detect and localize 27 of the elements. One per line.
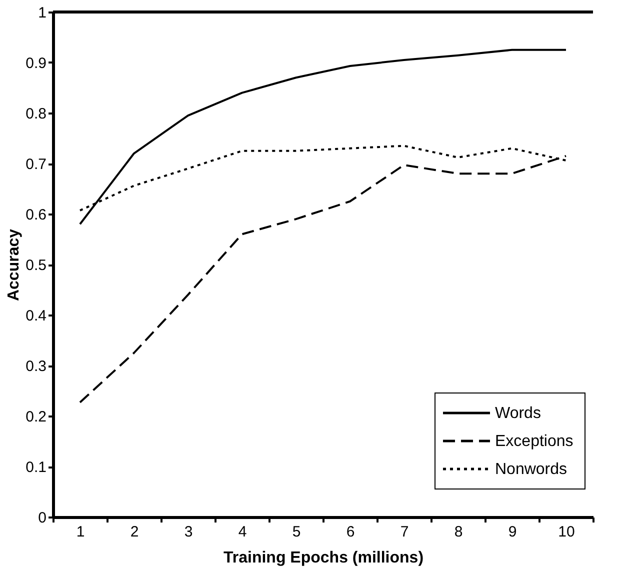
- legend-label: Exceptions: [495, 433, 574, 450]
- x-tick-label: 8: [454, 524, 463, 540]
- legend-label: Nonwords: [495, 461, 568, 478]
- y-axis-title: Accuracy: [6, 228, 23, 302]
- y-tick-label: 1: [38, 4, 46, 22]
- y-tick-label: 0.7: [26, 156, 46, 173]
- legend-label: Words: [495, 405, 541, 422]
- y-tick-label: 0.3: [26, 358, 46, 375]
- y-tick-label: 0.5: [26, 257, 46, 274]
- y-tick-label: 0: [38, 510, 46, 526]
- x-tick-label: 7: [400, 524, 409, 540]
- x-tick-label: 3: [184, 524, 193, 540]
- y-tick-label: 0.2: [26, 408, 46, 426]
- x-tick-label: 5: [292, 524, 301, 540]
- x-tick-label: 1: [76, 524, 85, 540]
- x-tick-label: 10: [558, 524, 575, 540]
- y-tick-label: 0.9: [26, 55, 46, 72]
- x-axis-title: Training Epochs (millions): [223, 550, 424, 566]
- y-tick-label: 0.1: [26, 459, 46, 476]
- y-tick-label: 0.8: [26, 106, 46, 122]
- x-tick-label: 9: [508, 524, 517, 540]
- y-tick-label: 0.4: [26, 308, 46, 324]
- line-series: [79, 48, 567, 226]
- y-tick-label: 0.6: [26, 206, 46, 224]
- x-tick-label: 2: [130, 524, 139, 540]
- x-tick-label: 4: [238, 524, 247, 540]
- x-tick-label: 6: [346, 524, 355, 540]
